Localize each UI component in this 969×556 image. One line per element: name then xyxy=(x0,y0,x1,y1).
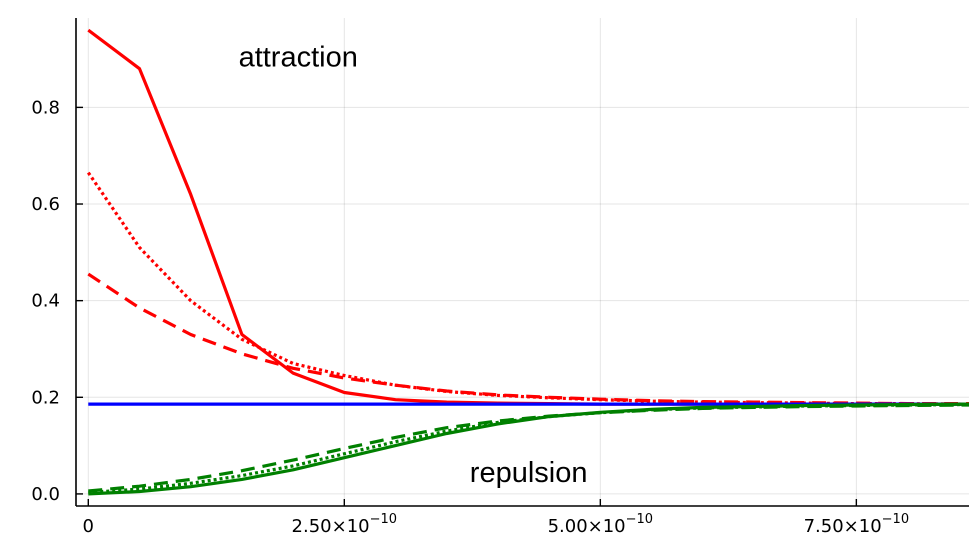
series-line-2 xyxy=(86,171,969,406)
annotation-repulsion: repulsion xyxy=(470,457,588,489)
x-tick-label: 2.50×10−10 xyxy=(292,512,398,537)
tick-labels: 0.0 0.2 0.4 0.6 0.8 0 2.50×10−10 5.00×10−10 7.50… xyxy=(31,97,909,537)
x-tick-label: 0 xyxy=(83,516,94,537)
annotation-attraction: attraction xyxy=(239,42,358,74)
series-line-7 xyxy=(88,403,969,493)
y-tick-label: 0.0 xyxy=(31,484,60,505)
annotations: attraction repulsion xyxy=(239,42,588,490)
x-tick-label: 5.00×10−10 xyxy=(548,512,654,537)
y-tick-label: 0.2 xyxy=(31,387,60,408)
series-line-3 xyxy=(87,272,969,406)
y-tick-label: 0.6 xyxy=(31,194,60,215)
series-lines xyxy=(86,28,969,496)
y-tick-label: 0.8 xyxy=(31,97,60,118)
axes xyxy=(75,18,969,507)
series-line-1 xyxy=(87,28,969,406)
y-tick-label: 0.4 xyxy=(31,291,60,312)
x-tick-label: 7.50×10−10 xyxy=(804,512,910,537)
grid xyxy=(76,18,969,506)
